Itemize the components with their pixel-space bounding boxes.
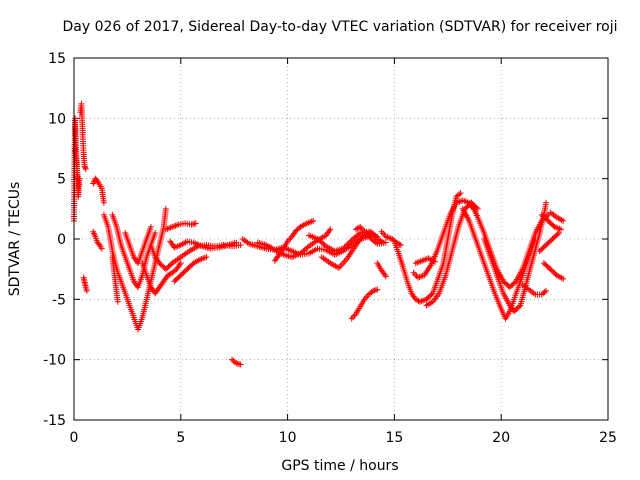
data-point [340,245,347,252]
data-point [474,205,481,212]
data-point [431,258,438,265]
data-points [71,100,567,368]
chart-title: Day 026 of 2017, Sidereal Day-to-day VTE… [62,19,617,35]
data-point [177,260,184,267]
data-point [98,245,105,252]
y-axis-label: SDTVAR / TECUs [7,182,23,297]
y-tick-label: 10 [48,111,66,127]
y-tick-label: 15 [48,51,66,67]
data-point [367,232,374,239]
data-point [555,229,562,236]
data-point [345,240,352,247]
data-point [374,286,381,293]
y-tick-label: -5 [52,292,66,308]
data-point [554,231,561,238]
data-point [372,239,379,246]
data-point [192,220,199,227]
x-tick-label: 5 [176,430,185,446]
x-tick-label: 15 [385,430,403,446]
x-tick-label: 20 [492,430,510,446]
data-point [100,199,107,206]
data-point [355,231,362,238]
data-point [371,233,378,240]
y-tick-label: -15 [43,413,66,429]
data-point [310,217,317,224]
x-tick-label: 0 [70,430,79,446]
y-tick-label: -10 [43,353,66,369]
data-point [162,205,169,212]
x-axis-ticks: 0 5 10 15 20 25 [70,58,617,446]
data-point [304,244,311,251]
data-point [560,217,567,224]
data-point [93,176,100,183]
data-point [457,190,464,197]
data-point [380,239,387,246]
data-point [82,164,89,171]
x-tick-label: 25 [599,430,617,446]
data-point [82,166,89,173]
data-point [396,241,403,248]
data-point [237,242,244,249]
data-point [341,244,348,251]
data-point [95,240,102,247]
data-point [152,229,159,236]
data-point [560,275,567,282]
data-point [233,239,240,246]
data-point [382,273,389,280]
data-point [428,291,435,298]
data-point [541,289,548,296]
data-point [543,287,550,294]
x-axis-label: GPS time / hours [281,458,398,474]
data-point [76,181,83,188]
data-point [543,199,550,206]
data-point [295,225,302,232]
data-point [342,242,349,249]
data-point [327,226,334,233]
data-point [114,298,121,305]
data-point [83,287,90,294]
y-axis-ticks: -15 -10 -5 0 5 10 15 [43,51,608,429]
data-point [516,303,523,310]
y-tick-label: 0 [57,232,66,248]
data-point [558,226,565,233]
data-point [456,191,463,198]
data-point [203,254,210,261]
data-point [347,238,354,245]
plot-frame [73,57,609,421]
data-point [237,361,244,368]
data-point [147,223,154,230]
data-point [321,242,328,249]
data-point [355,224,362,231]
x-tick-label: 10 [279,430,297,446]
y-tick-label: 5 [57,172,66,188]
data-point [344,241,351,248]
